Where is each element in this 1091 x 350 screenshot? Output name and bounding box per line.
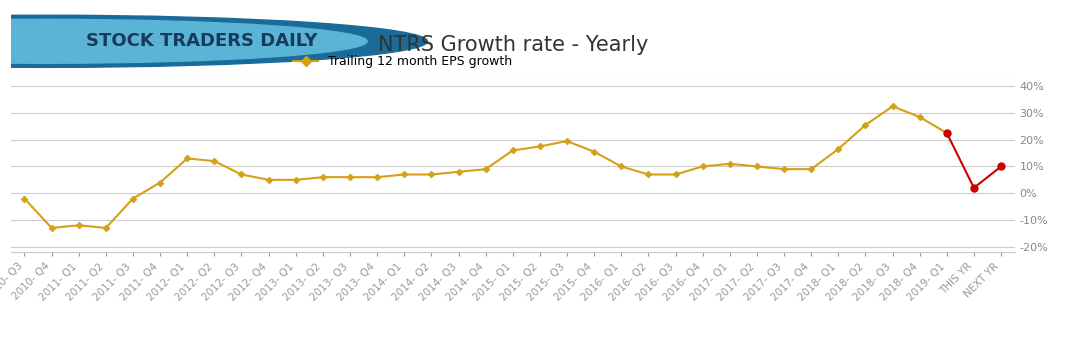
Legend: Trailing 12 month EPS growth: Trailing 12 month EPS growth (288, 50, 517, 73)
Text: STOCK TRADERS DAILY: STOCK TRADERS DAILY (86, 32, 317, 50)
Circle shape (0, 19, 368, 63)
Circle shape (0, 15, 428, 67)
Text: NTRS Growth rate - Yearly: NTRS Growth rate - Yearly (377, 35, 648, 55)
